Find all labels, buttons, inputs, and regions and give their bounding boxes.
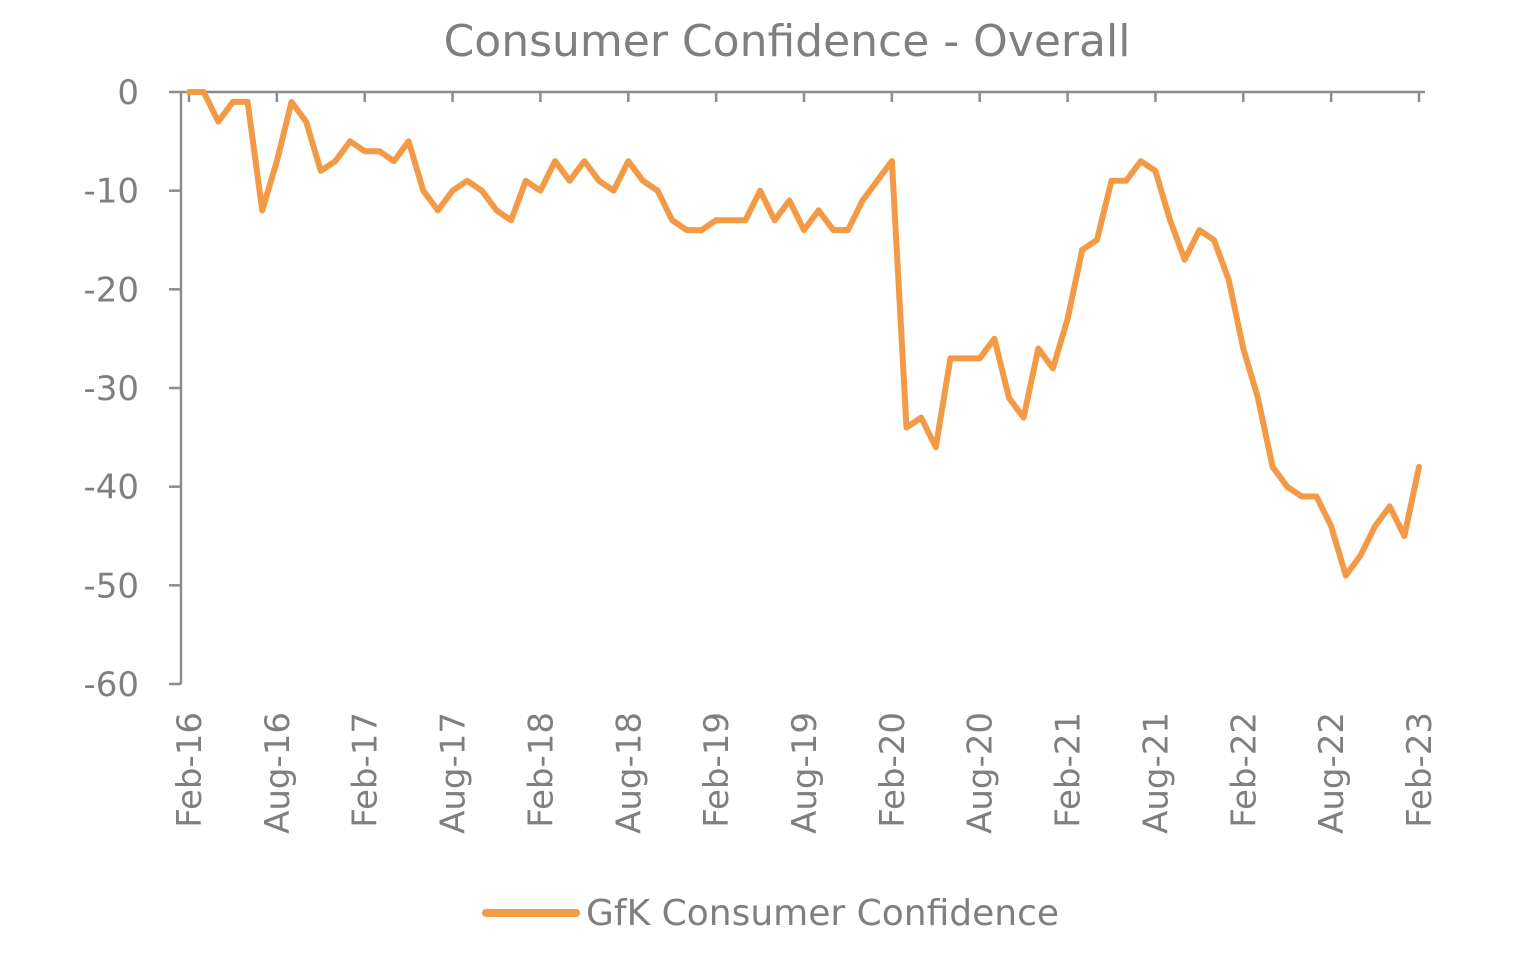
x-tick-label: Aug-20: [961, 712, 1001, 834]
x-tick-label: Feb-21: [1049, 712, 1089, 828]
y-tick-label: -40: [83, 468, 139, 508]
y-tick-label: 0: [117, 73, 139, 113]
chart-title: Consumer Confidence - Overall: [444, 16, 1131, 67]
series-line-gfk-consumer-confidence: [186, 89, 1422, 579]
x-tick-label: Aug-22: [1312, 712, 1352, 834]
series-layer: [186, 89, 1422, 579]
x-tick-label: Feb-20: [873, 712, 913, 828]
x-tick-label: Aug-16: [258, 712, 298, 834]
x-axis: Feb-16 Aug-16 Feb-17 Aug-17 Feb-18 Aug-18 Feb-…: [170, 90, 1440, 834]
x-tick-label: Aug-21: [1136, 712, 1176, 834]
x-tick-label: Aug-17: [434, 712, 474, 834]
y-tick-label: -20: [83, 270, 139, 310]
y-axis: 0 -10 -20 -30 -40 -50 -60: [83, 73, 183, 705]
y-tick-label: -50: [83, 566, 139, 606]
x-tick-label: Feb-19: [697, 712, 737, 828]
x-tick-label: Feb-22: [1224, 712, 1264, 828]
y-tick-label: -10: [83, 172, 139, 212]
x-tick-label: Feb-16: [170, 712, 210, 828]
legend: GfK Consumer Confidence: [482, 893, 1059, 934]
y-tick-label: -30: [83, 369, 139, 409]
legend-label: GfK Consumer Confidence: [586, 893, 1059, 934]
x-tick-label: Aug-19: [785, 712, 825, 834]
x-tick-label: Feb-23: [1400, 712, 1440, 828]
x-tick-label: Feb-18: [521, 712, 561, 828]
x-tick-label: Aug-18: [609, 712, 649, 834]
y-tick-label: -60: [83, 665, 139, 705]
x-tick-label: Feb-17: [346, 712, 386, 828]
